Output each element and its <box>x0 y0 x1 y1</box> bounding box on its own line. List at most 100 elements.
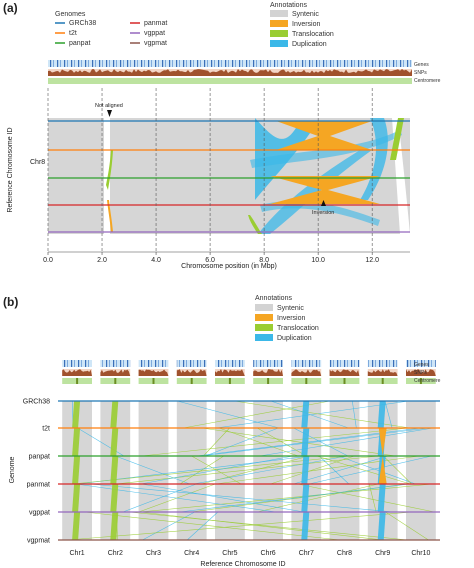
cross-link-b <box>203 427 230 457</box>
snps-track-b <box>406 369 436 376</box>
cross-link-b <box>270 455 355 485</box>
annotations-legend-b: Annotations Syntenic Inversion Translocati… <box>255 295 319 342</box>
syntenic-column-b <box>406 401 436 540</box>
annotation-band-b <box>110 401 119 428</box>
annotation-legend-b-swatch-duplication <box>255 334 273 341</box>
annotation-band-b <box>377 401 386 428</box>
genes-track-b <box>100 360 131 367</box>
centromere-mark-b <box>228 378 231 384</box>
genes-track-label-b: Genes <box>414 362 429 368</box>
cross-link-b <box>201 427 396 457</box>
synteny-plot-b <box>58 400 440 541</box>
x-tick-label-a: 8.0 <box>259 257 269 264</box>
x-axis-label-a: Chromosome position (in Mbp) <box>181 263 277 270</box>
snps-density-b <box>176 369 207 376</box>
cross-link-b <box>308 455 432 485</box>
not-aligned-label: Not aligned <box>95 103 123 109</box>
x-tick-label-b: Chr3 <box>146 550 161 557</box>
cross-link-b <box>129 511 408 541</box>
annotation-band-b <box>72 484 81 512</box>
cross-link-b <box>140 511 383 541</box>
panel-b: (b) Annotations Syntenic Inversion Translo… <box>3 295 441 568</box>
panel-a-label: (a) <box>3 1 18 15</box>
snps-density-b <box>62 369 92 376</box>
x-tick-label-b: Chr7 <box>299 550 314 557</box>
annotation-legend-b-swatch-translocation <box>255 324 273 331</box>
cross-link-b <box>76 483 277 513</box>
cross-link-b <box>385 511 429 541</box>
centromere-mark-b <box>152 378 155 384</box>
cross-link-b <box>90 483 394 513</box>
cross-link-b <box>201 455 310 485</box>
tracks-a: Genes SNPs Centromere <box>48 60 441 84</box>
cross-link-b <box>115 455 190 485</box>
centromere-mark-b <box>343 378 346 384</box>
cross-link-b <box>201 427 429 457</box>
snps-density-b <box>138 369 169 376</box>
x-tick-label-b: Chr4 <box>184 550 199 557</box>
genes-track-b <box>138 360 169 367</box>
cross-link-b <box>297 483 435 513</box>
y-tick-label-b-vgpmat: vgpmat <box>27 538 50 545</box>
cross-link-b <box>259 427 434 457</box>
tracks-b <box>62 360 436 384</box>
genome-legend-label-GRCh38: GRCh38 <box>69 20 96 27</box>
centromere-mark-b <box>267 378 270 384</box>
annotation-legend-swatch-syntenic <box>270 10 288 17</box>
snps-density-b <box>253 369 283 376</box>
cross-link-b <box>383 455 412 485</box>
annotation-legend-b-label-duplication: Duplication <box>277 335 312 342</box>
x-axis-a: 0.0 2.0 4.0 6.0 8.0 10.0 12.0 <box>43 251 410 264</box>
x-tick-label-a: 2.0 <box>97 257 107 264</box>
genes-track-b <box>367 360 398 367</box>
cross-link-b <box>316 455 411 485</box>
x-tick-label-a: 0.0 <box>43 257 53 264</box>
annotation-band-b <box>377 512 386 540</box>
annotation-band-b <box>301 401 310 428</box>
cross-link-b <box>338 455 416 485</box>
cross-link-b <box>179 483 410 513</box>
x-tick-label-b: Chr2 <box>108 550 123 557</box>
snps-track-label-b: SNPs <box>414 370 427 376</box>
annotation-band-b <box>72 401 81 428</box>
centromere-mark-b <box>381 378 384 384</box>
y-tick-label-b-t2t: t2t <box>42 426 50 433</box>
x-axis-label-b: Reference Chromosome ID <box>200 561 285 568</box>
centromere-mark-b <box>114 378 117 384</box>
y-tick-chr8: Chr8 <box>30 159 45 166</box>
cross-link-b <box>179 455 224 485</box>
annotation-band-b <box>72 512 81 540</box>
genes-track-b <box>406 360 436 367</box>
centromere-track-label-b: Centromere <box>414 378 441 384</box>
genes-track-b <box>62 360 92 367</box>
annotation-band-b <box>110 456 119 484</box>
cross-link-b <box>67 511 413 541</box>
cross-link-b <box>141 483 304 513</box>
inversion-bands-a <box>270 121 380 204</box>
not-aligned-marker <box>107 110 112 117</box>
centromere-mark-b <box>190 378 193 384</box>
cross-link-b <box>257 427 307 457</box>
annotations-legend-a-title: Annotations <box>270 2 307 9</box>
syntenic-column-b <box>329 401 360 540</box>
cross-link-b <box>218 427 299 457</box>
centromere-track-a <box>48 78 412 84</box>
x-tick-label-a: 10.0 <box>311 257 325 264</box>
annotation-legend-b-label-translocation: Translocation <box>277 325 319 332</box>
annotation-band-b <box>110 428 119 456</box>
snps-density-b <box>406 369 436 376</box>
genes-track-b <box>329 360 360 367</box>
translocation-band-a <box>106 150 113 190</box>
cross-link-b <box>84 511 341 541</box>
annotations-legend-a: Annotations Syntenic Inversion Translocati… <box>270 2 334 48</box>
x-tick-label-b: Chr1 <box>70 550 85 557</box>
synteny-plot-a: Not aligned Inversion <box>47 88 410 252</box>
annotation-legend-b-label-inversion: Inversion <box>277 315 306 322</box>
snps-track-label-a: SNPs <box>414 70 427 76</box>
genomes-legend-title: Genomes <box>55 11 86 18</box>
y-tick-label-b-panmat: panmat <box>27 482 50 489</box>
inversion-marker <box>321 200 326 206</box>
inversion-bowtie-lower <box>270 176 380 204</box>
snps-density-a <box>48 69 412 76</box>
annotation-legend-label-duplication: Duplication <box>292 41 327 48</box>
